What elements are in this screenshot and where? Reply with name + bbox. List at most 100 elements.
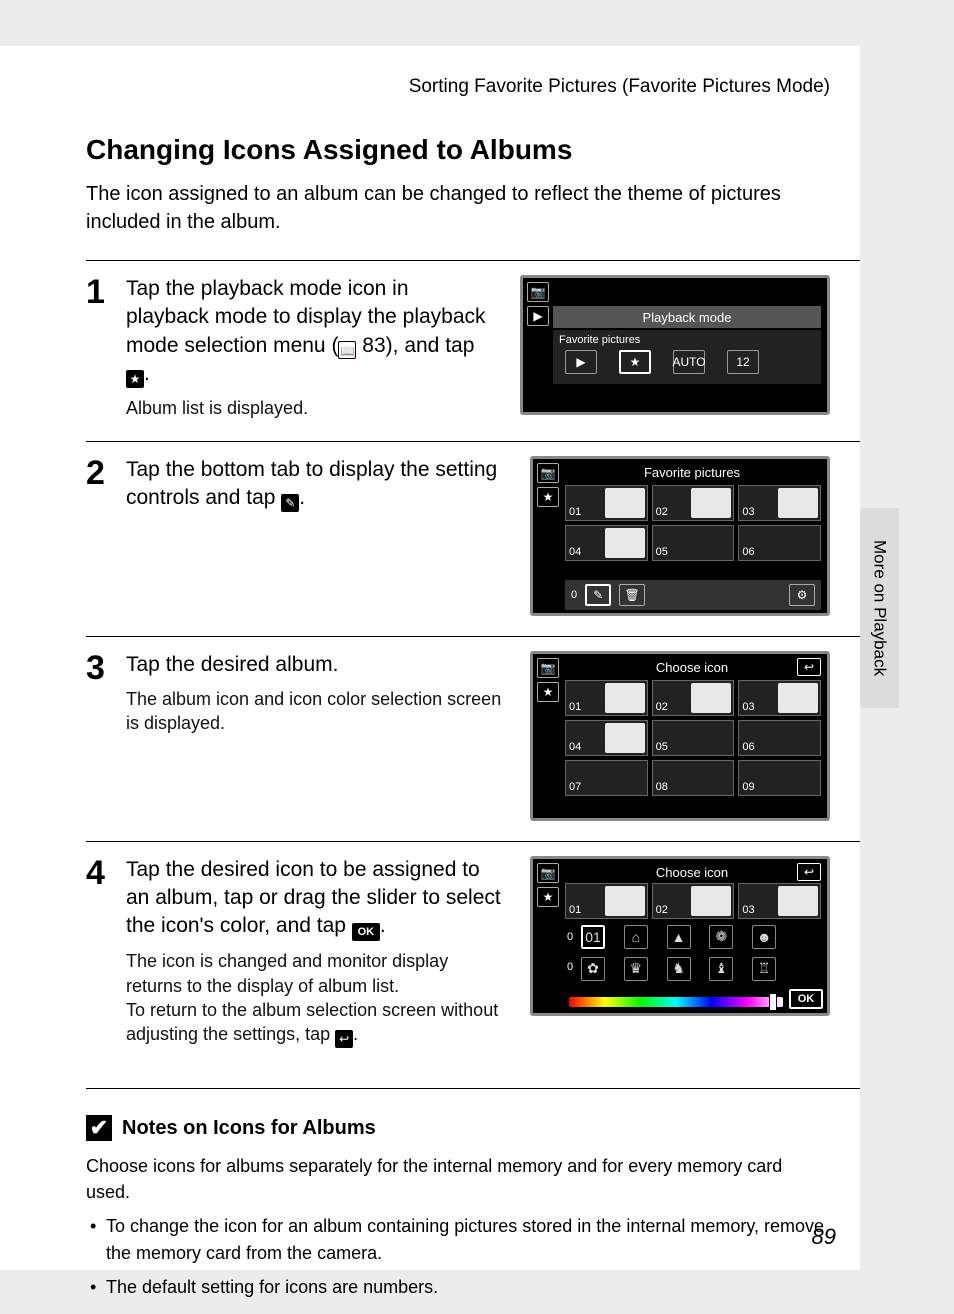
back-icon: ↩ [335, 1030, 353, 1048]
icon-option[interactable]: ⌂ [624, 925, 648, 949]
auto-option[interactable]: AUTO [673, 350, 705, 374]
thumb [778, 886, 818, 916]
album-04[interactable]: 04 [565, 720, 648, 756]
icon-option[interactable]: ▲ [667, 925, 691, 949]
screen-choose-icon-picker: 📷 ★ Choose icon ↩ 01 02 03 0 0 01 ⌂ ▲ ❁ … [530, 856, 830, 1016]
album-06[interactable]: 06 [738, 525, 821, 561]
album-01[interactable]: 01 [565, 485, 648, 521]
step-number: 1 [86, 275, 108, 421]
step-1-sub: Album list is displayed. [126, 396, 492, 420]
date-option[interactable]: 12 [727, 350, 759, 374]
album-05[interactable]: 05 [652, 525, 735, 561]
camera-icon: 📷 [537, 863, 559, 883]
thumb [605, 723, 645, 753]
album-num: 03 [742, 904, 754, 916]
star-tab-icon: ★ [537, 887, 559, 907]
album-num: 06 [742, 741, 754, 753]
icon-option[interactable]: ❁ [709, 925, 733, 949]
thumb [605, 528, 645, 558]
album-04[interactable]: 04 [565, 525, 648, 561]
icon-option[interactable]: ✿ [581, 957, 605, 981]
notes-text: Choose icons for albums separately for t… [86, 1153, 830, 1205]
album-num: 01 [569, 701, 581, 713]
check-icon: ✔ [86, 1115, 112, 1141]
step-4-sub-b-text: To return to the album selection screen … [126, 1000, 498, 1044]
step-3-title: Tap the desired album. [126, 651, 502, 679]
color-slider[interactable] [569, 997, 783, 1007]
album-02[interactable]: 02 [652, 883, 735, 919]
album-num: 08 [656, 781, 668, 793]
album-08[interactable]: 08 [652, 760, 735, 796]
page-ref: 83 [362, 334, 385, 357]
album-num: 01 [569, 904, 581, 916]
back-icon[interactable]: ↩ [797, 658, 821, 676]
star-tab-icon: ★ [537, 682, 559, 702]
step-3-sub: The album icon and icon color selection … [126, 687, 502, 736]
album-num: 05 [656, 741, 668, 753]
icon-option[interactable]: ♛ [624, 957, 648, 981]
thumb [778, 488, 818, 518]
back-icon[interactable]: ↩ [797, 863, 821, 881]
album-01[interactable]: 01 [565, 883, 648, 919]
camera-icon: 📷 [537, 463, 559, 483]
step-4-sub-a: The icon is changed and monitor display … [126, 949, 502, 998]
screen-choose-icon-albums: 📷 ★ Choose icon ↩ 01 02 03 04 05 06 07 0… [530, 651, 830, 821]
album-09[interactable]: 09 [738, 760, 821, 796]
edit-tool[interactable]: ✎ [585, 584, 611, 606]
album-03[interactable]: 03 [738, 883, 821, 919]
page-number: 89 [812, 1224, 836, 1250]
bottom-num: 0 [571, 589, 577, 601]
slider-knob[interactable] [769, 993, 777, 1011]
ok-icon: OK [352, 923, 380, 941]
album-03[interactable]: 03 [738, 485, 821, 521]
settings-tool[interactable]: ⚙ [789, 584, 815, 606]
screen-title: Choose icon [563, 658, 821, 677]
album-num: 05 [656, 546, 668, 558]
star-tab-icon: ★ [537, 487, 559, 507]
album-num: 04 [569, 741, 581, 753]
album-num: 06 [742, 546, 754, 558]
step-3: 3 Tap the desired album. The album icon … [86, 636, 860, 841]
star-option[interactable]: ★ [619, 350, 651, 374]
step-4-title-a: Tap the desired icon to be assigned to a… [126, 858, 501, 938]
album-07[interactable]: 07 [565, 760, 648, 796]
album-06[interactable]: 06 [738, 720, 821, 756]
album-01[interactable]: 01 [565, 680, 648, 716]
icon-option[interactable]: ☻ [752, 925, 776, 949]
icon-option[interactable]: ♞ [667, 957, 691, 981]
icon-option[interactable]: ♝ [709, 957, 733, 981]
thumb [605, 886, 645, 916]
album-num: 02 [656, 506, 668, 518]
ok-button[interactable]: OK [789, 989, 823, 1009]
album-03[interactable]: 03 [738, 680, 821, 716]
step-number: 3 [86, 651, 108, 821]
star-icon: ★ [126, 370, 144, 388]
icon-option-01[interactable]: 01 [581, 925, 605, 949]
notes-bullet-2: The default setting for icons are number… [86, 1274, 830, 1300]
step-1-title: Tap the playback mode icon in playback m… [126, 275, 492, 388]
side-tab-label: More on Playback [870, 540, 890, 676]
row-num: 0 [567, 931, 573, 943]
album-02[interactable]: 02 [652, 680, 735, 716]
thumb [605, 683, 645, 713]
edit-icon: ✎ [281, 494, 299, 512]
playback-mode-bar: Playback mode [553, 306, 821, 328]
album-num: 07 [569, 781, 581, 793]
step-4: 4 Tap the desired icon to be assigned to… [86, 841, 860, 1069]
screen-title: Favorite pictures [563, 463, 821, 482]
album-num: 03 [742, 506, 754, 518]
step-number: 2 [86, 456, 108, 616]
play-option[interactable]: ▶ [565, 350, 597, 374]
album-num: 01 [569, 506, 581, 518]
album-num: 02 [656, 904, 668, 916]
step-2: 2 Tap the bottom tab to display the sett… [86, 441, 860, 636]
step-1-title-b: ), and tap [386, 334, 475, 357]
breadcrumb: Sorting Favorite Pictures (Favorite Pict… [86, 76, 860, 98]
camera-icon: 📷 [527, 282, 549, 302]
album-num: 03 [742, 701, 754, 713]
album-02[interactable]: 02 [652, 485, 735, 521]
icon-option[interactable]: ♖ [752, 957, 776, 981]
notes-block: ✔ Notes on Icons for Albums Choose icons… [86, 1088, 860, 1299]
delete-tool[interactable]: 🗑 [619, 584, 645, 606]
album-05[interactable]: 05 [652, 720, 735, 756]
